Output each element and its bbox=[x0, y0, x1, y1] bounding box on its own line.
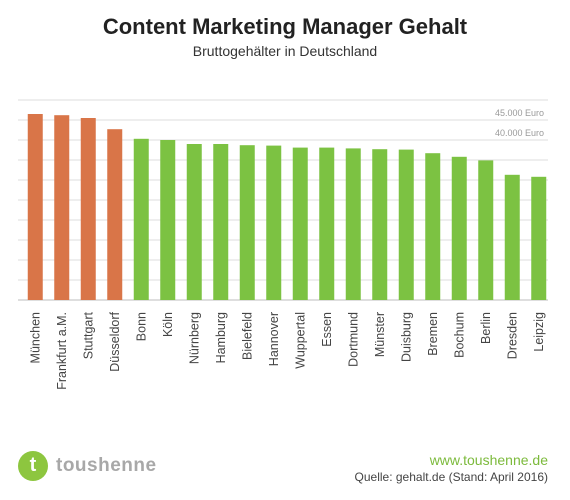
bar bbox=[160, 140, 176, 300]
brand-name: toushenne bbox=[56, 455, 157, 476]
category-label: Leipzig bbox=[532, 312, 546, 352]
source-note: Quelle: gehalt.de (Stand: April 2016) bbox=[354, 470, 548, 484]
category-label: Dresden bbox=[505, 312, 519, 359]
bar bbox=[27, 114, 43, 300]
category-label: Düsseldorf bbox=[108, 311, 122, 371]
reference-line-label: 45.000 Euro bbox=[495, 108, 544, 118]
category-label: Hannover bbox=[267, 312, 281, 366]
bar bbox=[425, 153, 441, 300]
brand-logo-letter: t bbox=[29, 454, 37, 476]
category-label: Bonn bbox=[134, 312, 148, 341]
category-label: Bielefeld bbox=[240, 312, 254, 360]
brand-logo-icon: t bbox=[18, 451, 48, 481]
category-label: Duisburg bbox=[399, 312, 413, 362]
bar bbox=[372, 149, 388, 300]
category-label: Bremen bbox=[426, 312, 440, 356]
bar bbox=[292, 147, 308, 300]
website-link[interactable]: www.toushenne.de bbox=[429, 452, 548, 468]
bar bbox=[451, 156, 467, 300]
bar bbox=[133, 138, 149, 300]
bar bbox=[398, 149, 414, 300]
category-label: Essen bbox=[320, 312, 334, 347]
bar bbox=[239, 145, 255, 300]
category-label: Nürnberg bbox=[187, 312, 201, 364]
category-label: Bochum bbox=[452, 312, 466, 358]
category-label: Hamburg bbox=[214, 312, 228, 363]
bar bbox=[107, 129, 123, 300]
brand: t toushenne bbox=[18, 451, 157, 481]
category-label: Münster bbox=[373, 312, 387, 357]
chart-title: Content Marketing Manager Gehalt bbox=[102, 14, 468, 39]
reference-line-label: 40.000 Euro bbox=[495, 128, 544, 138]
category-label: Stuttgart bbox=[81, 311, 95, 359]
bar bbox=[54, 115, 70, 300]
category-label: München bbox=[28, 312, 42, 363]
bar bbox=[504, 174, 520, 300]
bar bbox=[478, 160, 494, 300]
category-label: Wuppertal bbox=[293, 312, 307, 369]
bar bbox=[213, 144, 229, 300]
bar bbox=[345, 148, 361, 300]
bar-chart: 45.000 Euro 40.000 Euro München Frankfurt a… bbox=[18, 99, 548, 390]
category-label: Dortmund bbox=[346, 312, 360, 367]
category-label: Frankfurt a.M. bbox=[55, 312, 69, 390]
bar bbox=[80, 118, 96, 300]
bar bbox=[186, 144, 202, 300]
chart-subtitle: Bruttogehälter in Deutschland bbox=[192, 43, 378, 59]
category-label: Berlin bbox=[479, 312, 493, 344]
bar bbox=[319, 147, 335, 300]
bar bbox=[266, 145, 282, 300]
bar bbox=[531, 176, 547, 300]
category-label: Köln bbox=[161, 312, 175, 337]
